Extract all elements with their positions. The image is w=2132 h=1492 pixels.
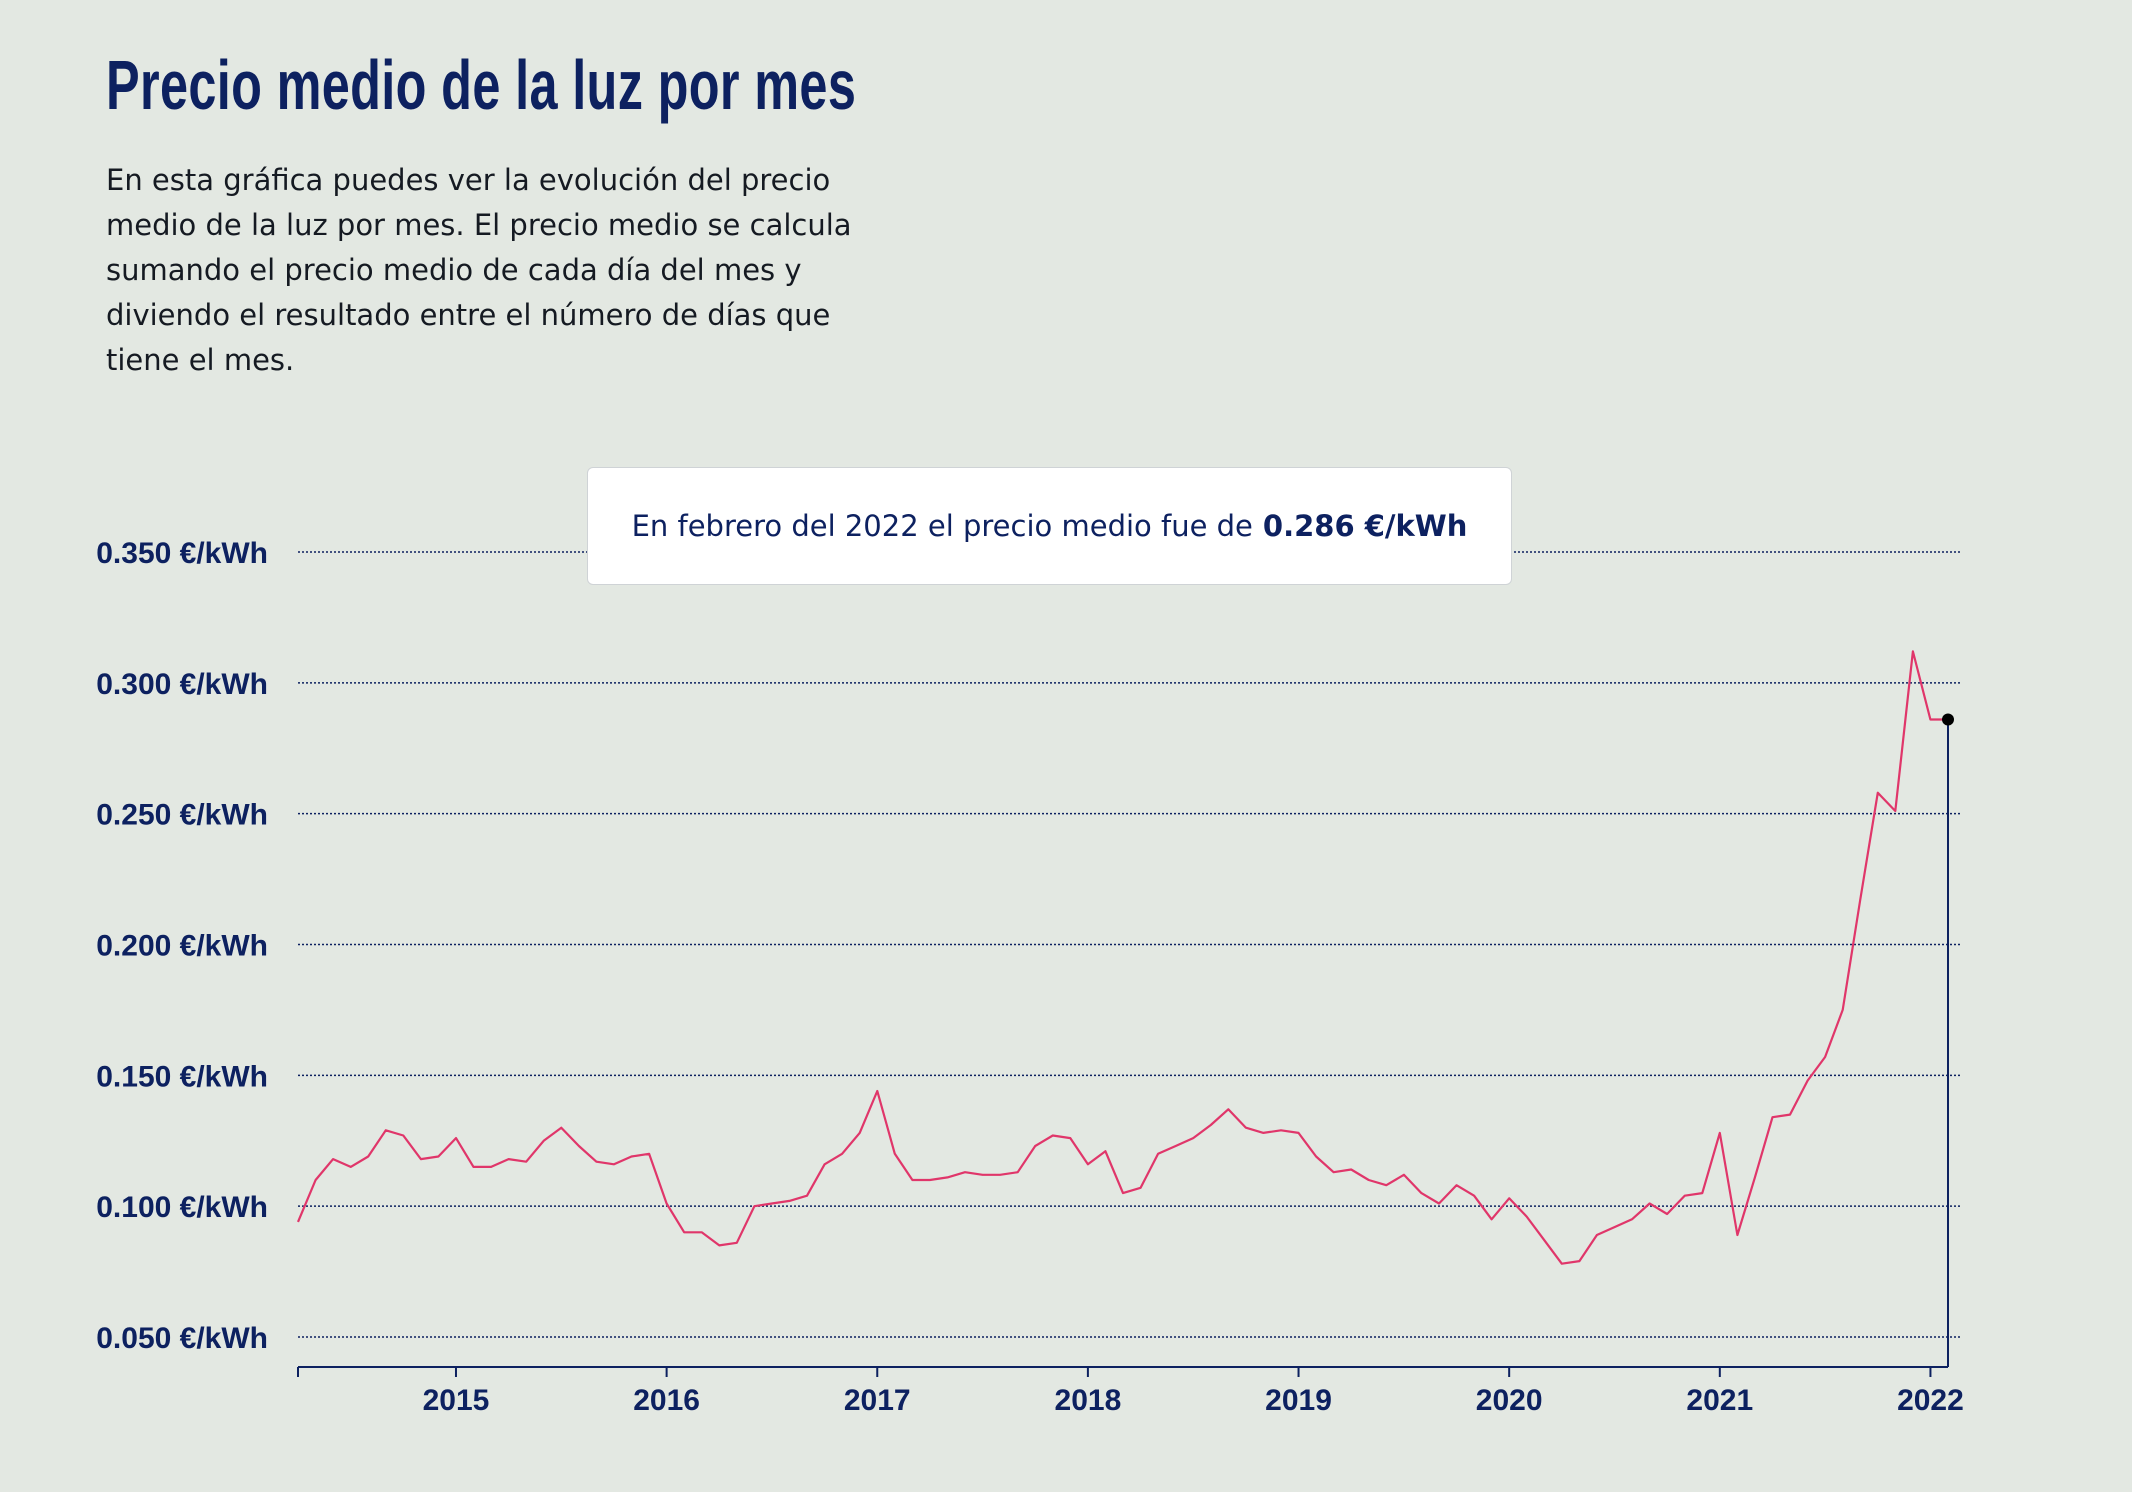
x-axis: 2015 2016 2017 2018 2019 2020 2021 2022 bbox=[297, 1366, 1964, 1417]
highlight-layer bbox=[1942, 713, 1954, 1367]
y-tick-label: 0.300 €/kWh bbox=[96, 668, 268, 701]
chart-tooltip: En febrero del 2022 el precio medio fue … bbox=[587, 467, 1512, 585]
series-line-precio[interactable] bbox=[296, 650, 1948, 1265]
y-tick-label: 0.100 €/kWh bbox=[96, 1191, 268, 1224]
grid-lines bbox=[298, 551, 1962, 1338]
x-tick-label: 2015 bbox=[423, 1384, 490, 1417]
y-tick-label: 0.350 €/kWh bbox=[96, 537, 268, 570]
y-tick-label: 0.250 €/kWh bbox=[96, 799, 268, 832]
y-axis: 0.350 €/kWh 0.300 €/kWh 0.250 €/kWh 0.200 €… bbox=[96, 537, 268, 1355]
x-tick-label: 2017 bbox=[844, 1384, 911, 1417]
x-tick-label: 2018 bbox=[1055, 1384, 1122, 1417]
page-description: En esta gráfica puedes ver la evolución … bbox=[106, 163, 852, 377]
y-tick-label: 0.150 €/kWh bbox=[96, 1060, 268, 1093]
x-tick-label: 2020 bbox=[1476, 1384, 1543, 1417]
tooltip-text: En febrero del 2022 el precio medio fue … bbox=[631, 509, 1253, 543]
y-tick-label: 0.200 €/kWh bbox=[96, 930, 268, 963]
y-tick-label: 0.050 €/kWh bbox=[96, 1322, 268, 1355]
page-title: Precio medio de la luz por mes bbox=[106, 46, 857, 124]
tooltip-value: 0.286 €/kWh bbox=[1262, 509, 1468, 543]
series-layer[interactable] bbox=[296, 650, 1948, 1265]
x-tick-label: 2016 bbox=[633, 1384, 700, 1417]
x-tick-label: 2019 bbox=[1265, 1384, 1332, 1417]
highlight-point[interactable] bbox=[1942, 713, 1954, 726]
x-tick-label: 2022 bbox=[1897, 1384, 1964, 1417]
x-tick-label: 2021 bbox=[1686, 1384, 1753, 1417]
